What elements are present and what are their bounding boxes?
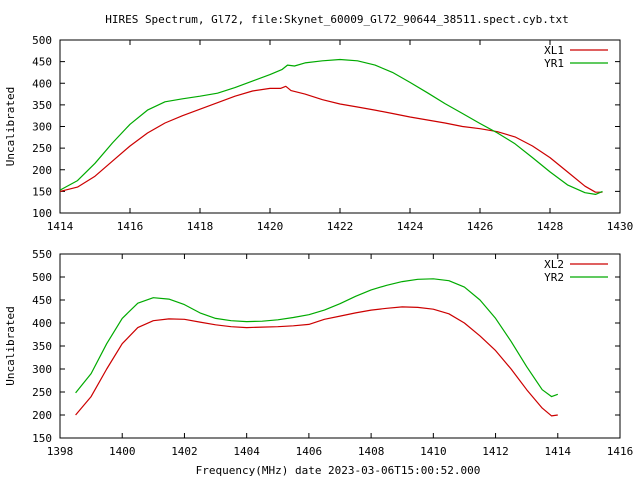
y-tick-label: 300 bbox=[32, 363, 52, 376]
y-tick-label: 450 bbox=[32, 56, 52, 69]
x-tick-label: 1402 bbox=[171, 445, 198, 458]
series-line-yr2 bbox=[75, 278, 559, 398]
legend-label-xl1: XL1 bbox=[544, 44, 564, 57]
y-tick-label: 100 bbox=[32, 207, 52, 220]
x-tick-label: 1426 bbox=[467, 220, 494, 233]
series-line-xl2 bbox=[75, 306, 558, 417]
x-tick-label: 1398 bbox=[47, 445, 74, 458]
x-tick-label: 1414 bbox=[47, 220, 74, 233]
series-line-xl1 bbox=[59, 85, 603, 193]
bottom-panel: 1398 1400 1402 1404 1406 1408 1410 1412 1414 1416… bbox=[4, 248, 633, 458]
x-tick-label: 1430 bbox=[607, 220, 634, 233]
legend-label-yr1: YR1 bbox=[544, 57, 564, 70]
x-tick-label: 1420 bbox=[257, 220, 284, 233]
x-tick-label: 1400 bbox=[109, 445, 136, 458]
y-tick-label: 350 bbox=[32, 340, 52, 353]
y-tick-label: 150 bbox=[32, 432, 52, 445]
y-axis-label: Uncalibrated bbox=[4, 87, 17, 166]
x-tick-label: 1404 bbox=[233, 445, 260, 458]
plot-frame bbox=[59, 253, 621, 439]
x-tick-label: 1422 bbox=[327, 220, 354, 233]
x-tick-label: 1428 bbox=[537, 220, 564, 233]
y-tick-label: 200 bbox=[32, 164, 52, 177]
legend-label-xl2: XL2 bbox=[544, 258, 564, 271]
y-tick-label: 200 bbox=[32, 409, 52, 422]
x-tick-label: 1408 bbox=[358, 445, 385, 458]
y-tick-label: 500 bbox=[32, 271, 52, 284]
top-panel: 1414 1416 1418 1420 1422 1424 1426 1428 1430 100 1… bbox=[4, 34, 633, 233]
y-tick-label: 250 bbox=[32, 386, 52, 399]
series-line-yr1 bbox=[59, 58, 603, 195]
y-tick-label: 550 bbox=[32, 248, 52, 261]
y-tick-label: 350 bbox=[32, 99, 52, 112]
legend-label-yr2: YR2 bbox=[544, 271, 564, 284]
y-tick-label: 400 bbox=[32, 317, 52, 330]
x-tick-label: 1424 bbox=[397, 220, 424, 233]
x-tick-label: 1406 bbox=[296, 445, 323, 458]
figure-title: HIRES Spectrum, Gl72, file:Skynet_60009_… bbox=[105, 13, 569, 26]
y-tick-label: 150 bbox=[32, 185, 52, 198]
x-tick-label: 1414 bbox=[545, 445, 572, 458]
y-tick-label: 500 bbox=[32, 34, 52, 47]
y-tick-label: 300 bbox=[32, 121, 52, 134]
x-tick-label: 1416 bbox=[607, 445, 634, 458]
y-tick-label: 250 bbox=[32, 142, 52, 155]
x-tick-label: 1410 bbox=[420, 445, 447, 458]
plot-frame bbox=[59, 39, 621, 214]
bottom-x-axis-label: Frequency(MHz) date 2023-03-06T15:00:52.… bbox=[196, 464, 481, 477]
x-tick-label: 1416 bbox=[117, 220, 144, 233]
y-axis-label: Uncalibrated bbox=[4, 306, 17, 385]
x-tick-label: 1418 bbox=[187, 220, 214, 233]
y-tick-label: 450 bbox=[32, 294, 52, 307]
x-tick-label: 1412 bbox=[482, 445, 509, 458]
y-tick-label: 400 bbox=[32, 77, 52, 90]
